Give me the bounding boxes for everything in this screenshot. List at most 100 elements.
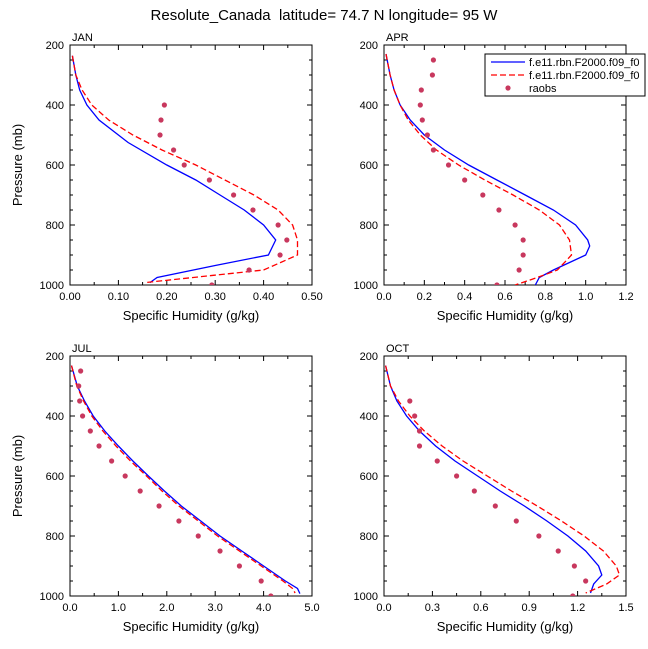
chart-title: Resolute_Canada latitude= 74.7 N longitu…	[150, 7, 498, 24]
raobs-point	[122, 473, 128, 479]
raobs-point	[284, 237, 290, 243]
model2-line	[71, 55, 299, 284]
raobs-point	[429, 72, 435, 78]
x-axis-label: Specific Humidity (g/kg)	[123, 308, 260, 323]
x-tick-label: 1.5	[618, 602, 633, 614]
raobs-point	[87, 428, 93, 434]
raobs-point	[156, 503, 162, 509]
x-tick-label: 0.00	[59, 291, 80, 303]
series-layer	[71, 55, 299, 285]
plot-frame	[383, 355, 627, 597]
raobs-point	[77, 398, 83, 404]
x-axis-label: Specific Humidity (g/kg)	[437, 308, 574, 323]
x-tick-label: 0.50	[301, 291, 322, 303]
raobs-point	[217, 548, 223, 554]
x-tick-label: 0.0	[376, 602, 391, 614]
raobs-point	[109, 458, 115, 464]
x-axis-label: Specific Humidity (g/kg)	[437, 619, 574, 634]
raobs-point	[195, 533, 201, 539]
raobs-point	[513, 518, 519, 524]
y-tick-label: 400	[46, 100, 64, 112]
legend: f.e11.rbn.F2000.f09_f0f.e11.rbn.F2000.f0…	[484, 53, 646, 97]
y-tick-label: 600	[46, 160, 64, 172]
x-tick-label: 0.6	[473, 602, 488, 614]
x-tick-label: 5.0	[304, 602, 319, 614]
raobs-point	[571, 563, 577, 569]
legend-marker	[505, 85, 511, 91]
x-tick-label: 1.0	[111, 602, 126, 614]
raobs-point	[416, 443, 423, 449]
x-tick-label: 2.0	[159, 602, 174, 614]
plot-frame	[69, 44, 313, 286]
x-tick-label: 0.9	[522, 602, 537, 614]
raobs-point	[445, 162, 452, 168]
raobs-point	[277, 252, 283, 258]
plot-frame	[69, 355, 313, 597]
x-tick-label: 0.0	[62, 602, 77, 614]
raobs-point	[480, 192, 486, 198]
raobs-point	[424, 132, 430, 138]
raobs-point	[492, 503, 498, 509]
raobs-point	[416, 428, 423, 434]
raobs-point	[236, 563, 242, 569]
raobs-point	[494, 282, 500, 285]
raobs-point	[158, 117, 164, 123]
raobs-point	[412, 413, 418, 419]
y-tick-label: 1000	[354, 591, 378, 603]
model1-line	[70, 365, 301, 594]
raobs-point	[161, 102, 167, 108]
model2-line	[384, 365, 621, 594]
y-tick-label: 600	[360, 160, 378, 172]
y-tick-label: 1000	[40, 280, 64, 292]
raobs-point	[176, 518, 182, 524]
x-axis-label: Specific Humidity (g/kg)	[123, 619, 260, 634]
x-tick-label: 0.20	[156, 291, 177, 303]
raobs-point	[96, 443, 102, 449]
raobs-point	[258, 578, 264, 584]
raobs-point	[206, 177, 212, 183]
raobs-point	[246, 267, 252, 273]
y-tick-label: 1000	[354, 280, 378, 292]
y-tick-label: 800	[360, 531, 378, 543]
x-tick-label: 0.0	[376, 291, 391, 303]
y-tick-label: 400	[46, 411, 64, 423]
raobs-point	[471, 488, 477, 494]
raobs-point	[430, 57, 437, 63]
x-tick-label: 1.0	[578, 291, 593, 303]
raobs-point	[209, 282, 215, 285]
raobs-point	[250, 207, 256, 213]
raobs-point	[268, 593, 274, 596]
y-tick-label: 800	[46, 531, 64, 543]
model2-line	[70, 365, 296, 594]
x-tick-label: 4.0	[256, 602, 271, 614]
raobs-point	[170, 147, 177, 153]
x-tick-label: 0.30	[204, 291, 225, 303]
y-tick-label: 400	[360, 100, 378, 112]
raobs-point	[275, 222, 281, 228]
panel-label: OCT	[386, 343, 410, 355]
raobs-point	[536, 533, 542, 539]
raobs-point	[520, 237, 526, 243]
raobs-point	[137, 488, 143, 494]
panel-label: JAN	[72, 32, 93, 44]
raobs-point	[417, 102, 423, 108]
x-tick-label: 0.3	[425, 602, 440, 614]
legend-label: raobs	[529, 83, 557, 95]
x-tick-label: 0.8	[538, 291, 553, 303]
y-axis-label: Pressure (mb)	[10, 124, 25, 206]
raobs-point	[512, 222, 518, 228]
y-axis-label: Pressure (mb)	[10, 435, 25, 517]
raobs-point	[76, 383, 82, 389]
raobs-point	[230, 192, 237, 198]
series-layer	[70, 365, 301, 596]
y-tick-label: 600	[46, 471, 64, 483]
raobs-point	[157, 132, 163, 138]
model1-line	[384, 365, 603, 594]
raobs-point	[79, 413, 86, 419]
